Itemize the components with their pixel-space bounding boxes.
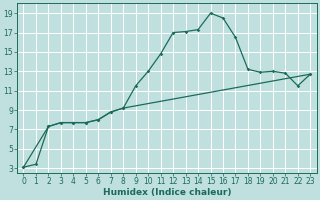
- X-axis label: Humidex (Indice chaleur): Humidex (Indice chaleur): [103, 188, 231, 197]
